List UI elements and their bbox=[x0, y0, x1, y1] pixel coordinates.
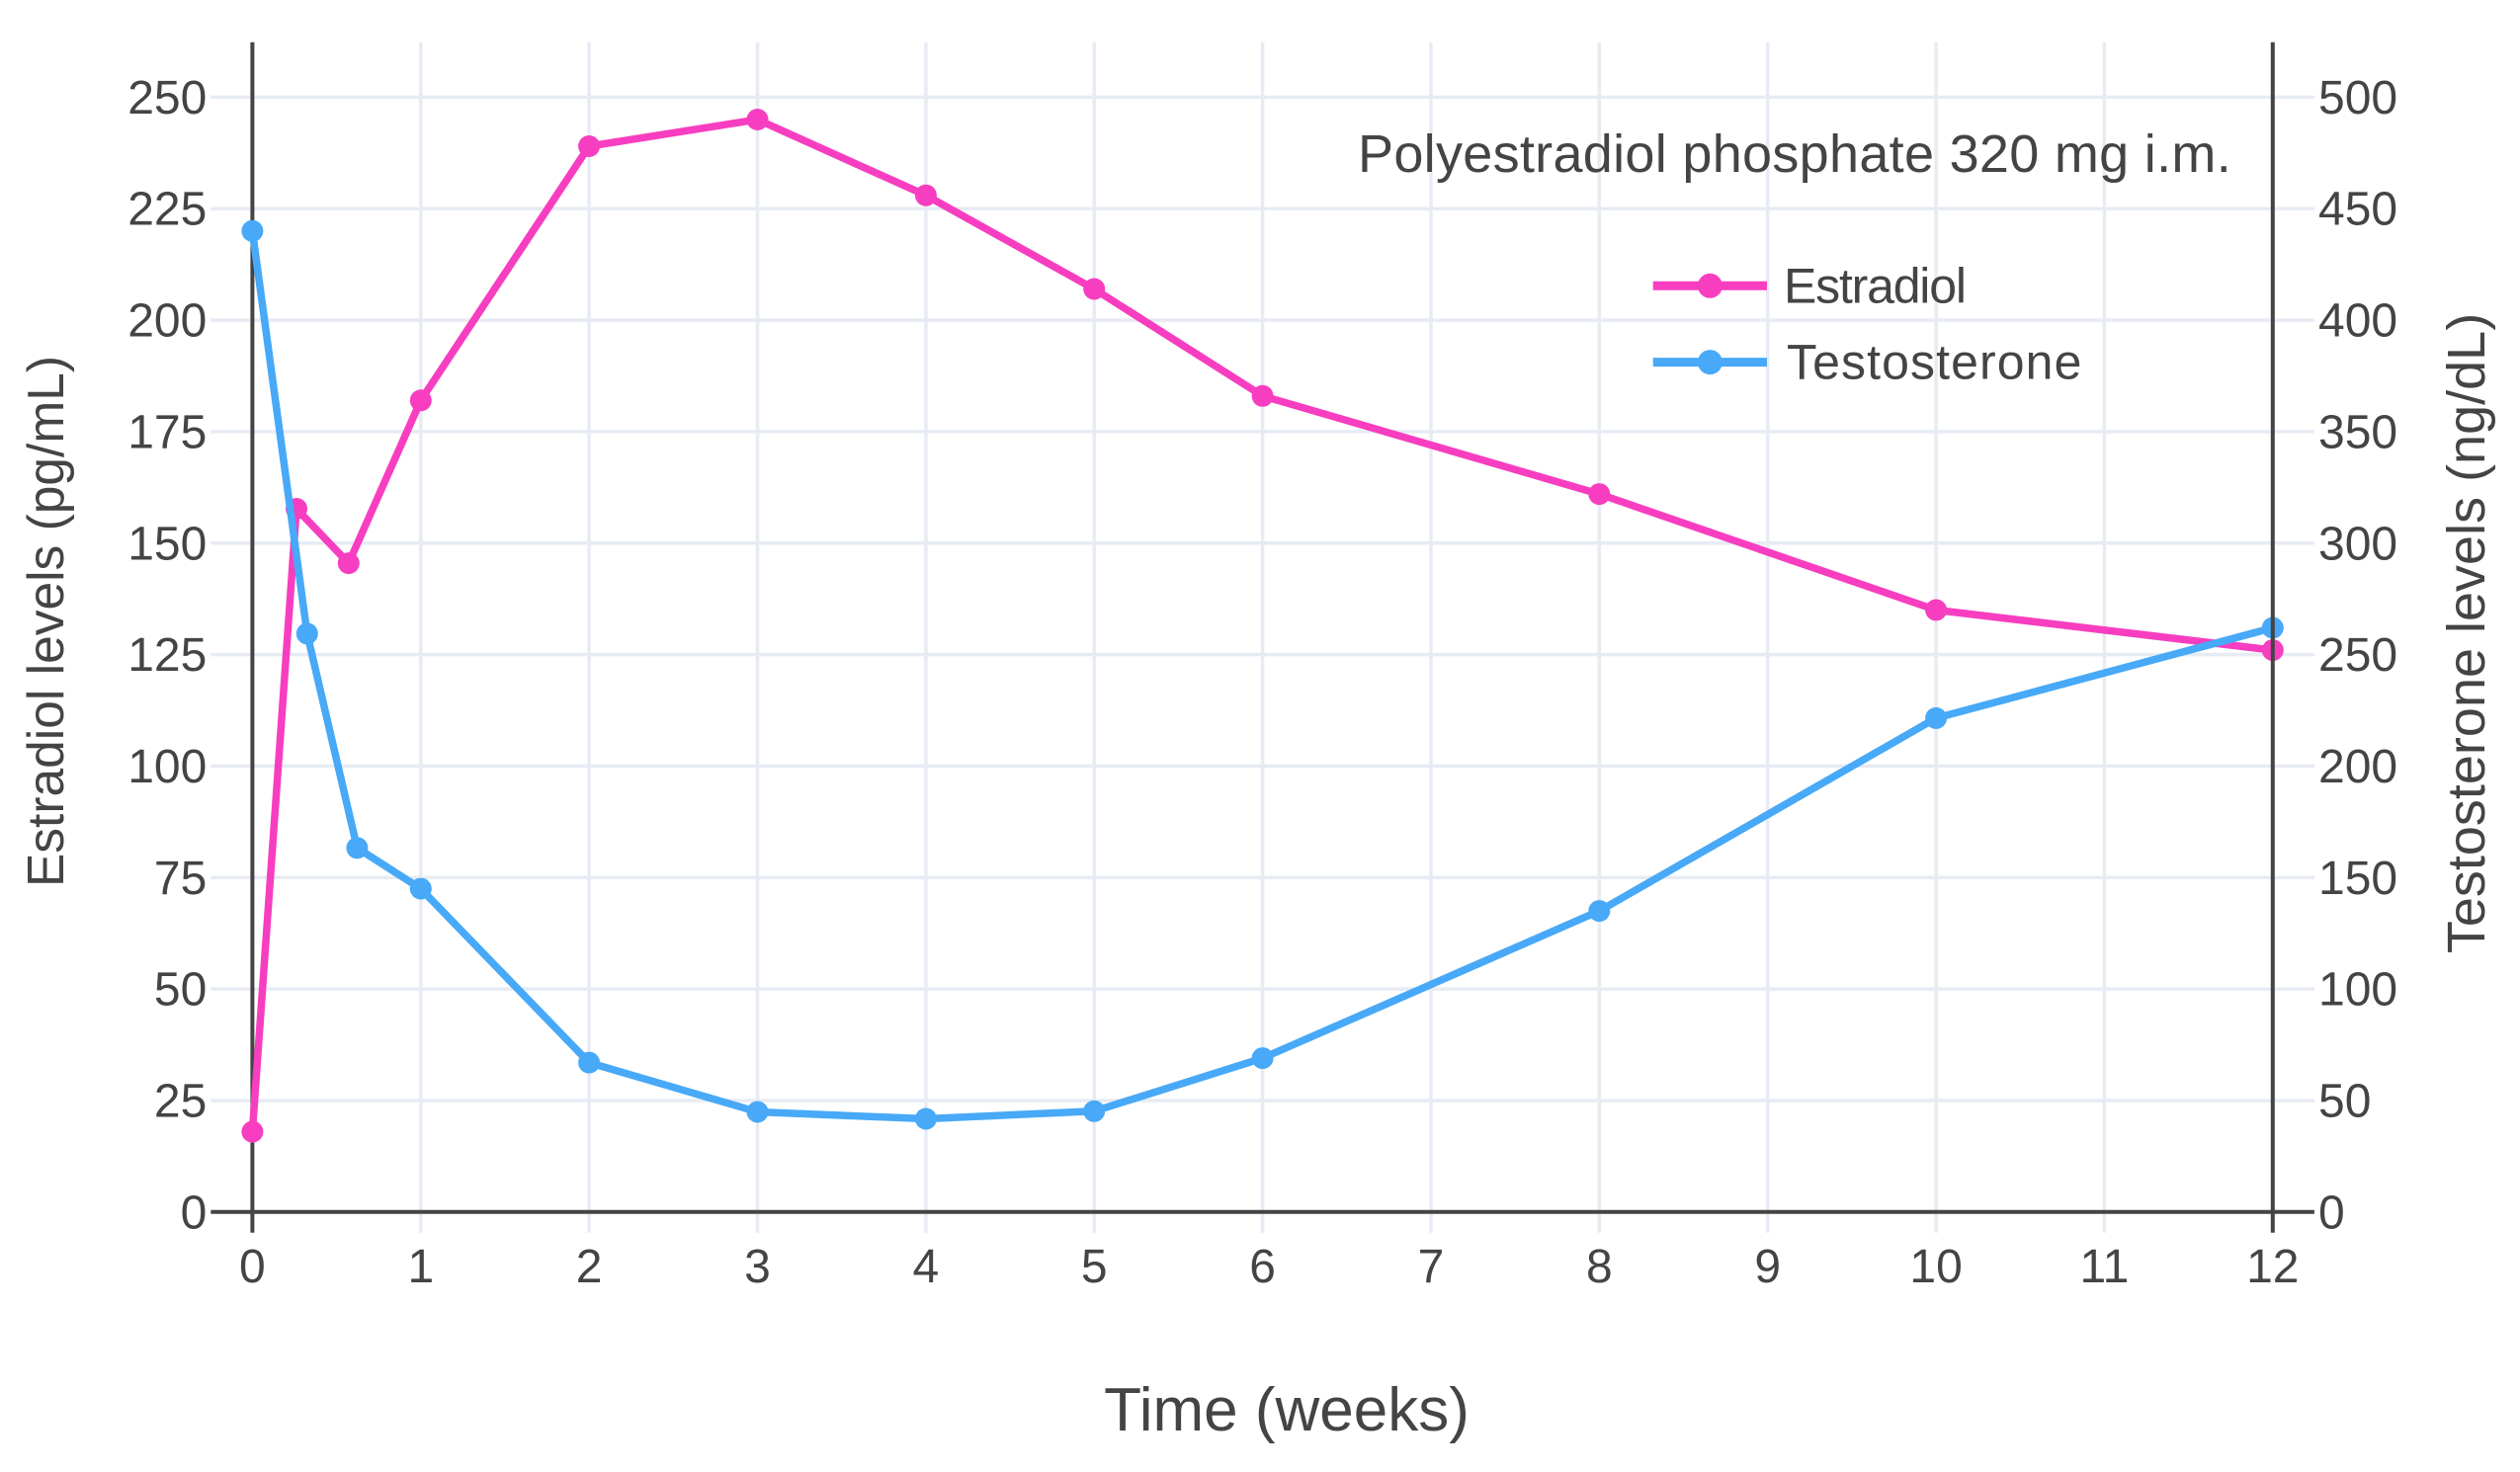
svg-text:2: 2 bbox=[576, 1241, 603, 1293]
svg-text:225: 225 bbox=[127, 184, 207, 236]
svg-text:100: 100 bbox=[2318, 964, 2397, 1017]
svg-text:0: 0 bbox=[2318, 1186, 2345, 1239]
svg-text:0: 0 bbox=[181, 1186, 208, 1239]
svg-text:400: 400 bbox=[2318, 295, 2397, 348]
svg-text:7: 7 bbox=[1418, 1241, 1445, 1293]
svg-text:125: 125 bbox=[127, 629, 207, 682]
svg-text:450: 450 bbox=[2318, 184, 2397, 236]
svg-text:50: 50 bbox=[2318, 1076, 2371, 1128]
svg-text:5: 5 bbox=[1081, 1241, 1108, 1293]
svg-text:8: 8 bbox=[1586, 1241, 1613, 1293]
svg-text:175: 175 bbox=[127, 406, 207, 458]
svg-text:25: 25 bbox=[154, 1076, 207, 1128]
svg-text:50: 50 bbox=[154, 964, 207, 1017]
svg-text:6: 6 bbox=[1249, 1241, 1276, 1293]
svg-text:4: 4 bbox=[913, 1241, 940, 1293]
svg-text:10: 10 bbox=[1909, 1241, 1962, 1293]
svg-text:Estradiol: Estradiol bbox=[1784, 258, 1966, 313]
svg-text:100: 100 bbox=[127, 741, 207, 793]
svg-text:250: 250 bbox=[127, 72, 207, 124]
svg-text:12: 12 bbox=[2246, 1241, 2299, 1293]
svg-text:500: 500 bbox=[2318, 72, 2397, 124]
svg-text:150: 150 bbox=[127, 518, 207, 570]
svg-text:200: 200 bbox=[127, 295, 207, 348]
svg-text:250: 250 bbox=[2318, 629, 2397, 682]
svg-text:75: 75 bbox=[154, 853, 207, 905]
svg-text:150: 150 bbox=[2318, 853, 2397, 905]
svg-text:3: 3 bbox=[744, 1241, 771, 1293]
svg-text:300: 300 bbox=[2318, 518, 2397, 570]
svg-text:200: 200 bbox=[2318, 741, 2397, 793]
svg-text:Testosterone: Testosterone bbox=[1787, 335, 2082, 390]
svg-text:1: 1 bbox=[407, 1241, 434, 1293]
svg-text:Time (weeks): Time (weeks) bbox=[1104, 1376, 1470, 1444]
svg-text:0: 0 bbox=[239, 1241, 266, 1293]
svg-text:11: 11 bbox=[2079, 1241, 2129, 1293]
svg-text:350: 350 bbox=[2318, 406, 2397, 458]
svg-text:Polyestradiol phosphate 320 mg: Polyestradiol phosphate 320 mg i.m. bbox=[1358, 124, 2231, 184]
svg-text:Estradiol levels (pg/mL): Estradiol levels (pg/mL) bbox=[17, 356, 74, 887]
svg-text:9: 9 bbox=[1754, 1241, 1781, 1293]
svg-text:Testosterone levels (ng/dL): Testosterone levels (ng/dL) bbox=[2437, 313, 2496, 953]
